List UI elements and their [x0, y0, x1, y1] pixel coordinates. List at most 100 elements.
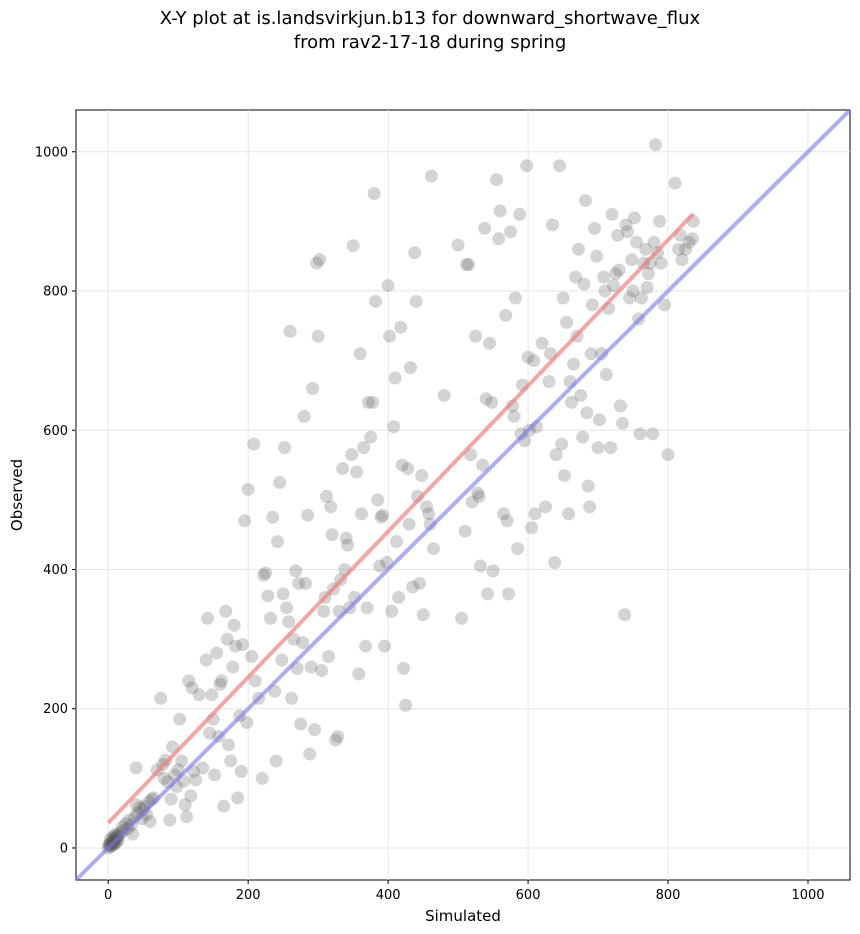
data-point [401, 462, 415, 476]
data-point [618, 608, 632, 622]
data-point [668, 176, 682, 190]
data-point [378, 639, 392, 653]
data-point [320, 489, 334, 503]
data-point [345, 448, 359, 462]
data-point [259, 566, 273, 580]
data-point [366, 395, 380, 409]
data-point [409, 294, 423, 308]
data-point [576, 430, 590, 444]
data-point [247, 437, 261, 451]
data-point [310, 256, 324, 270]
data-point [189, 773, 203, 787]
data-point [178, 798, 192, 812]
data-point [549, 448, 563, 462]
data-point [423, 517, 437, 531]
data-point [504, 225, 518, 239]
data-point [605, 207, 619, 221]
data-point [282, 615, 296, 629]
data-point [569, 270, 583, 284]
data-point [521, 350, 535, 364]
data-point [613, 399, 627, 413]
data-point [633, 427, 647, 441]
data-point [299, 576, 313, 590]
data-point [387, 420, 401, 434]
data-point [654, 256, 668, 270]
x-tick-label: 800 [656, 888, 681, 903]
data-point [278, 441, 292, 455]
data-point [220, 632, 234, 646]
data-point [336, 462, 350, 476]
data-point [376, 508, 390, 522]
data-point [231, 791, 245, 805]
data-point [478, 221, 492, 235]
y-axis-label: Observed [8, 459, 26, 531]
data-point [360, 601, 374, 615]
data-point [485, 395, 499, 409]
data-point [682, 235, 696, 249]
grid [76, 110, 850, 880]
data-point [317, 604, 331, 618]
data-point [388, 371, 402, 385]
data-point [353, 347, 367, 361]
data-point [578, 194, 592, 208]
data-point [528, 507, 542, 521]
data-point [598, 284, 612, 298]
data-point [574, 388, 588, 402]
data-point [240, 716, 254, 730]
data-point [304, 660, 318, 674]
data-point [564, 395, 578, 409]
data-point [492, 232, 506, 246]
data-point [626, 284, 640, 298]
data-point [203, 726, 217, 740]
data-point [641, 267, 655, 281]
y-tick-label: 800 [43, 285, 68, 300]
data-point [222, 738, 236, 752]
data-point [653, 214, 667, 228]
data-point [308, 723, 322, 737]
data-point [266, 510, 280, 524]
data-point [303, 747, 317, 761]
data-point [520, 159, 534, 173]
data-point [425, 169, 439, 183]
x-tick-label: 400 [376, 888, 401, 903]
data-point [226, 660, 240, 674]
data-point [648, 138, 662, 152]
data-point [597, 270, 611, 284]
data-point [129, 798, 143, 812]
data-point [599, 368, 613, 382]
data-point [215, 674, 229, 688]
data-point [634, 291, 648, 305]
data-point [324, 500, 338, 514]
chart-title-line1: X-Y plot at is.landsvirkjun.b13 for down… [159, 8, 701, 29]
data-point [371, 493, 385, 507]
data-point [647, 235, 661, 249]
data-point [374, 510, 388, 524]
data-point [420, 500, 434, 514]
data-point [257, 568, 271, 582]
data-point [394, 320, 408, 334]
y-tick-label: 1000 [35, 145, 68, 160]
x-tick-label: 1000 [791, 888, 824, 903]
data-point [639, 242, 653, 256]
data-point [192, 688, 206, 702]
data-point [136, 803, 150, 817]
data-point [609, 267, 623, 281]
data-point [339, 531, 353, 545]
data-point [583, 500, 597, 514]
data-point [513, 207, 527, 221]
data-point [560, 315, 574, 329]
x-axis-label: Simulated [425, 907, 501, 925]
data-point [455, 611, 469, 625]
data-point [276, 587, 290, 601]
data-point [367, 187, 381, 201]
data-point [471, 486, 485, 500]
data-point [406, 580, 420, 594]
data-point [588, 221, 602, 235]
data-point [493, 204, 507, 218]
data-point [331, 730, 345, 744]
data-point [313, 253, 327, 267]
data-point [236, 638, 250, 652]
data-point [497, 507, 511, 521]
data-point [213, 677, 227, 691]
data-point [289, 564, 303, 578]
